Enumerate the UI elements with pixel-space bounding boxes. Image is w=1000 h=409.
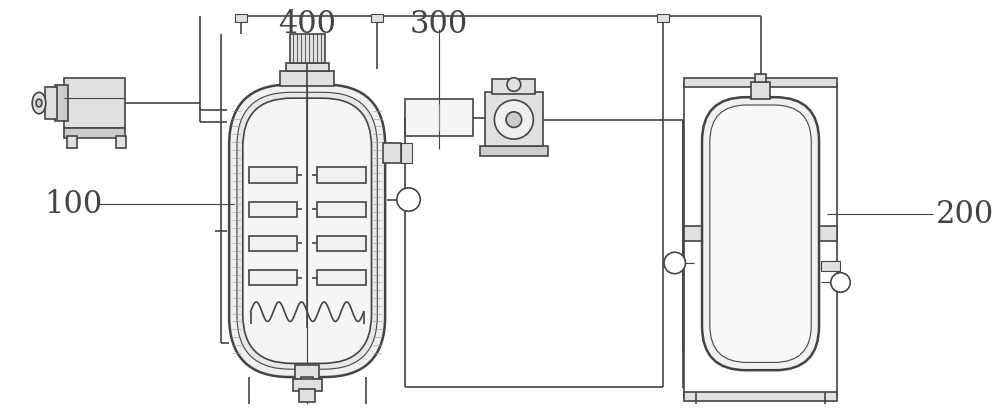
Bar	[280, 71, 334, 86]
Bar	[235, 14, 247, 22]
Bar	[55, 85, 68, 121]
Bar	[286, 63, 329, 71]
Circle shape	[270, 406, 286, 409]
Bar	[317, 167, 366, 183]
Bar	[317, 270, 366, 285]
Bar	[64, 128, 125, 138]
FancyBboxPatch shape	[229, 85, 385, 377]
Bar	[405, 99, 473, 136]
Bar	[821, 261, 840, 271]
FancyBboxPatch shape	[702, 97, 819, 370]
Text: 200: 200	[936, 199, 994, 230]
Bar	[293, 379, 322, 391]
Text: 100: 100	[44, 189, 102, 220]
Bar	[299, 389, 315, 402]
Circle shape	[816, 408, 834, 409]
Bar	[317, 202, 366, 217]
Ellipse shape	[36, 99, 42, 107]
Circle shape	[687, 408, 705, 409]
Bar	[751, 81, 770, 99]
Bar	[317, 236, 366, 251]
FancyBboxPatch shape	[237, 92, 377, 369]
Bar	[485, 92, 543, 146]
Bar	[45, 88, 57, 119]
Ellipse shape	[32, 92, 46, 114]
Bar	[301, 377, 313, 391]
Bar	[290, 34, 325, 63]
Bar	[755, 74, 766, 81]
Circle shape	[507, 78, 521, 91]
Circle shape	[506, 112, 522, 128]
Bar	[657, 14, 669, 22]
Text: 300: 300	[410, 9, 468, 40]
Bar	[64, 78, 125, 128]
Bar	[492, 79, 535, 94]
Bar	[249, 202, 297, 217]
Circle shape	[494, 100, 533, 139]
Bar	[684, 78, 837, 88]
Text: 400: 400	[278, 9, 336, 40]
Circle shape	[397, 188, 420, 211]
Bar	[116, 136, 126, 148]
Bar	[480, 146, 548, 156]
FancyBboxPatch shape	[243, 98, 371, 363]
Bar	[684, 392, 837, 401]
Bar	[684, 226, 837, 241]
Circle shape	[831, 273, 850, 292]
Circle shape	[664, 252, 685, 274]
Bar	[383, 143, 401, 162]
Bar	[371, 14, 383, 22]
Bar	[295, 365, 319, 379]
FancyBboxPatch shape	[710, 105, 811, 362]
Bar	[401, 143, 412, 162]
Bar	[249, 270, 297, 285]
Bar	[249, 167, 297, 183]
Circle shape	[329, 406, 344, 409]
Bar	[67, 136, 77, 148]
Bar	[249, 236, 297, 251]
